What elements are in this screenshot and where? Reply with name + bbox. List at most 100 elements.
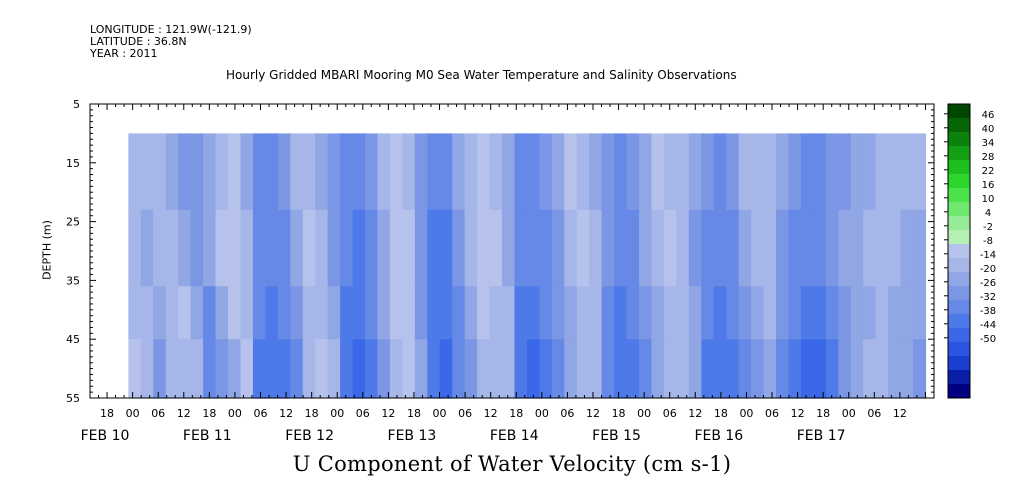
x-hour-tick-label: 18: [305, 407, 319, 420]
heatmap-cell: [140, 133, 154, 211]
x-day-label: FEB 12: [285, 428, 334, 444]
heatmap-cell: [688, 286, 702, 340]
heatmap-cell: [190, 286, 204, 340]
heatmap-cell: [389, 339, 403, 399]
heatmap-cell: [265, 339, 279, 399]
latitude-label: LATITUDE : 36.8N: [90, 35, 187, 48]
colorbar-swatch: [948, 104, 970, 119]
heatmap-cell: [663, 339, 677, 399]
heatmap-cell: [526, 286, 540, 340]
colorbar-tick-label: -44: [980, 320, 996, 331]
heatmap-cell: [477, 209, 491, 287]
colorbar-swatch: [948, 258, 970, 273]
x-hour-tick-label: 18: [509, 407, 523, 420]
heatmap-cell: [128, 339, 142, 399]
heatmap-cell: [713, 339, 727, 399]
heatmap-cell: [203, 286, 217, 340]
heatmap-cell: [726, 209, 740, 287]
colorbar-tick-label: -2: [983, 222, 993, 233]
heatmap-cell: [277, 339, 291, 399]
heatmap-cell: [153, 209, 167, 287]
heatmap-cell: [900, 286, 914, 340]
variable-label: U Component of Water Velocity (cm s-1): [292, 452, 732, 476]
heatmap-cell: [352, 209, 366, 287]
heatmap-cell: [464, 209, 478, 287]
heatmap-cell: [825, 209, 839, 287]
heatmap-cell: [178, 339, 192, 399]
colorbar-swatch: [948, 244, 970, 259]
heatmap-cell: [900, 133, 914, 211]
heatmap-cell: [452, 339, 466, 399]
x-hour-tick-label: 12: [484, 407, 498, 420]
x-day-label: FEB 11: [183, 428, 232, 444]
heatmap-cell: [502, 209, 516, 287]
heatmap-cell: [626, 133, 640, 211]
colorbar-swatch: [948, 356, 970, 371]
heatmap-cell: [402, 133, 416, 211]
heatmap-cell: [377, 133, 391, 211]
heatmap-cell: [439, 133, 453, 211]
heatmap-cell: [414, 133, 428, 211]
heatmap-cell: [228, 339, 242, 399]
y-tick-label: 35: [66, 274, 80, 287]
heatmap-cell: [215, 339, 229, 399]
colorbar-tick-label: -20: [980, 264, 996, 275]
heatmap-cell: [701, 209, 715, 287]
heatmap-cell: [327, 286, 341, 340]
heatmap-cell: [327, 133, 341, 211]
heatmap-cell: [589, 209, 603, 287]
heatmap-cell: [502, 133, 516, 211]
heatmap-cell: [800, 339, 814, 399]
heatmap-cell: [352, 339, 366, 399]
heatmap-cell: [352, 286, 366, 340]
heatmap-cell: [564, 133, 578, 211]
heatmap-cell: [589, 133, 603, 211]
heatmap-cell: [551, 133, 565, 211]
colorbar-tick-label: 34: [982, 138, 995, 149]
heatmap-cell: [290, 339, 304, 399]
heatmap-cell: [452, 286, 466, 340]
heatmap-cell: [738, 133, 752, 211]
heatmap-cell: [763, 133, 777, 211]
heatmap-cell: [850, 339, 864, 399]
heatmap-cell: [439, 339, 453, 399]
heatmap-cell: [489, 339, 503, 399]
heatmap-cell: [913, 286, 927, 340]
heatmap-cell: [614, 339, 628, 399]
heatmap-cell: [813, 133, 827, 211]
x-hour-tick-label: 06: [663, 407, 677, 420]
x-hour-tick-label: 12: [688, 407, 702, 420]
heatmap-cell: [838, 286, 852, 340]
heatmap-cell: [526, 339, 540, 399]
heatmap-cell: [838, 339, 852, 399]
heatmap-cell: [639, 133, 653, 211]
x-hour-tick-label: 00: [330, 407, 344, 420]
heatmap-cell: [863, 209, 877, 287]
heatmap-cell: [489, 209, 503, 287]
heatmap-cell: [564, 209, 578, 287]
heatmap-cell: [738, 339, 752, 399]
heatmap-cell: [203, 209, 217, 287]
heatmap-cell: [825, 133, 839, 211]
heatmap-cell: [676, 209, 690, 287]
heatmap-cell: [427, 133, 441, 211]
heatmap-cell: [265, 133, 279, 211]
heatmap-cell: [825, 286, 839, 340]
y-tick-label: 5: [73, 98, 80, 111]
heatmap-cell: [614, 209, 628, 287]
heatmap-cell: [800, 133, 814, 211]
heatmap-cell: [651, 286, 665, 340]
colorbar-swatch: [948, 202, 970, 217]
heatmap-cell: [726, 133, 740, 211]
heatmap-cell: [850, 133, 864, 211]
heatmap-cell: [252, 286, 266, 340]
x-hour-tick-label: 06: [458, 407, 472, 420]
heatmap-cell: [526, 133, 540, 211]
x-hour-tick-label: 00: [228, 407, 242, 420]
heatmap-cell: [514, 339, 528, 399]
heatmap-cell: [788, 286, 802, 340]
colorbar-tick-label: -32: [980, 292, 996, 303]
heatmap-cell: [178, 133, 192, 211]
longitude-label: LONGITUDE : 121.9W(-121.9): [90, 23, 252, 36]
